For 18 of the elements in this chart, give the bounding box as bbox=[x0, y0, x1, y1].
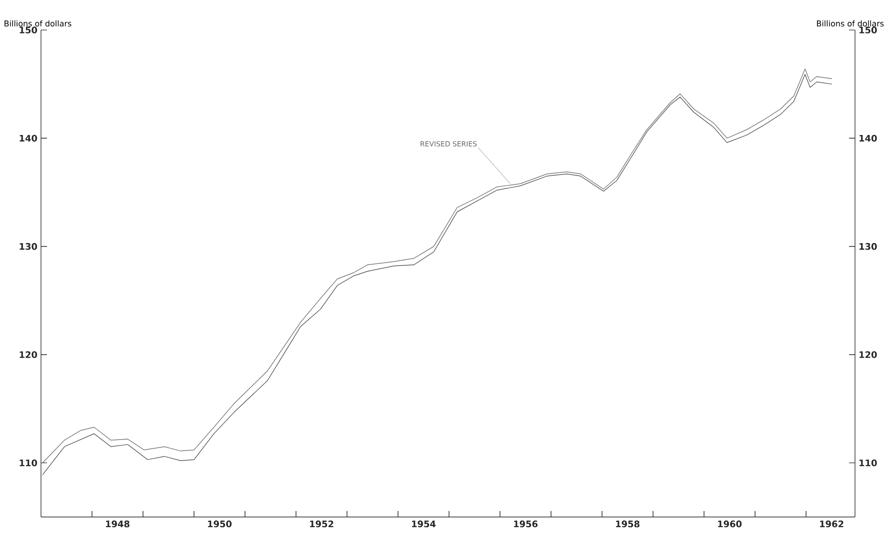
y2-tick-label: 110 bbox=[860, 459, 877, 466]
y-tick-label: 120 bbox=[20, 351, 38, 358]
x-tick-label: 1956 bbox=[514, 520, 538, 528]
y2-tick-label: 140 bbox=[860, 134, 877, 142]
y-tick-label: 110 bbox=[20, 459, 38, 466]
y2-tick-label: 150 bbox=[860, 26, 877, 34]
x-tick-label: 1954 bbox=[412, 520, 436, 528]
x-tick-label: 1960 bbox=[718, 520, 742, 528]
x-tick-label: 1950 bbox=[208, 520, 232, 528]
x-tick-label: 1948 bbox=[106, 520, 130, 528]
y-tick-label: 150 bbox=[20, 26, 38, 34]
y-tick-label: 140 bbox=[20, 134, 38, 142]
y2-tick-label: 130 bbox=[860, 243, 877, 250]
y-tick-label: 130 bbox=[20, 243, 38, 250]
x-tick-label: 1952 bbox=[310, 520, 334, 528]
y2-tick-label: 120 bbox=[860, 351, 877, 358]
x-tick-label: 1962 bbox=[820, 520, 844, 528]
x-tick-label: 1958 bbox=[616, 520, 640, 528]
